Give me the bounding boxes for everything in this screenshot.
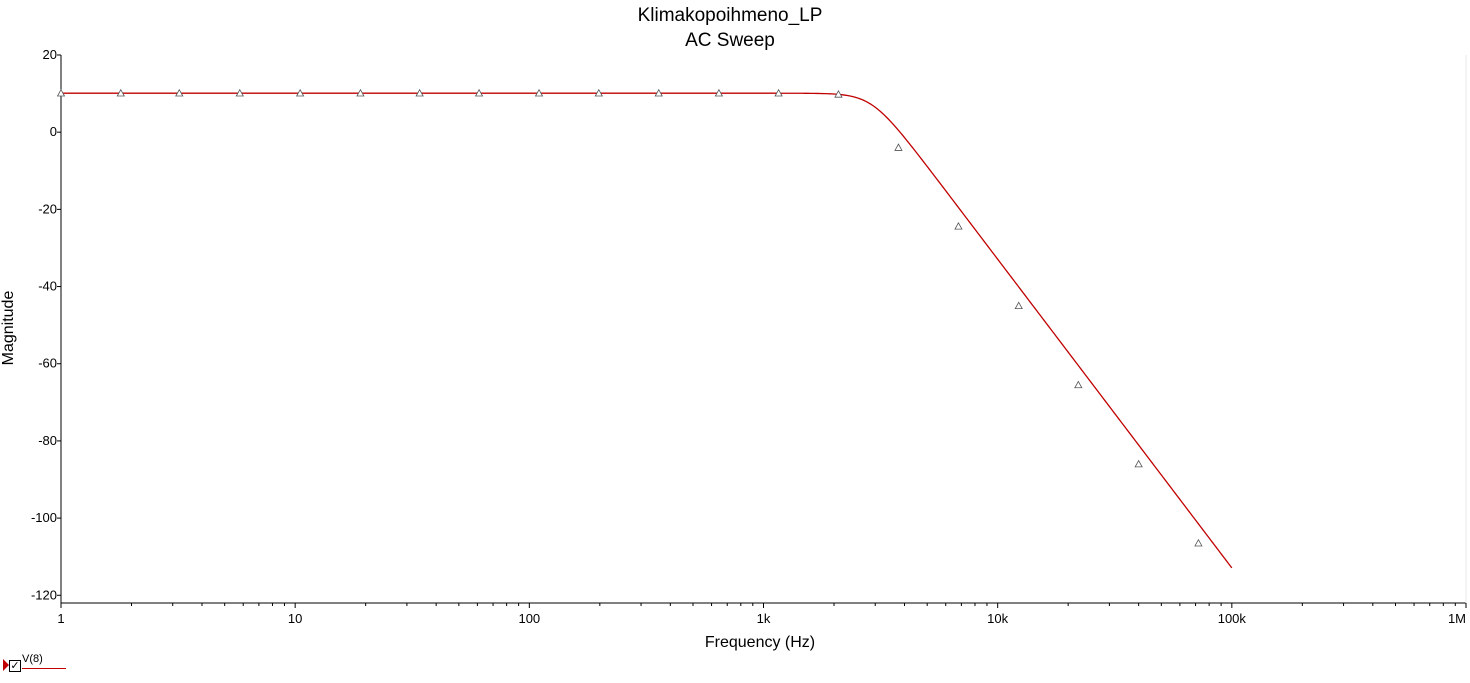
x-tick-label: 1k <box>757 611 771 626</box>
y-tick-label: -20 <box>38 201 57 216</box>
x-tick-label: 100 <box>518 611 540 626</box>
y-tick-label: -60 <box>38 356 57 371</box>
legend-selection-marker-icon <box>3 659 9 671</box>
series-marker <box>1074 380 1083 389</box>
series-marker <box>654 88 663 97</box>
series-line-v8 <box>61 92 1233 569</box>
y-tick-label: 20 <box>43 47 57 62</box>
series-marker <box>954 222 963 230</box>
legend-label: V(8) <box>22 653 43 665</box>
x-tick-label: 100k <box>1218 611 1247 626</box>
series-marker <box>1194 538 1203 547</box>
x-axis-label: Frequency (Hz) <box>705 634 815 651</box>
x-tick-label: 1 <box>57 611 64 626</box>
y-tick-label: -100 <box>31 510 57 525</box>
series-marker <box>56 88 66 97</box>
series-marker <box>116 88 125 97</box>
legend-line-swatch <box>22 668 66 669</box>
series-markers <box>56 88 1203 547</box>
x-ticks: 1 10 100 1k 10k 100k 1M <box>57 603 1467 626</box>
series-marker <box>594 88 603 97</box>
x-tick-label: 1M <box>1448 611 1466 626</box>
legend: ✓ V(8) <box>2 653 82 675</box>
y-axis-label: Magnitude <box>0 291 17 366</box>
series-marker <box>415 88 424 97</box>
legend-checkbox[interactable]: ✓ <box>9 659 21 672</box>
y-tick-label: -120 <box>31 587 57 602</box>
series-marker <box>1014 301 1023 310</box>
y-tick-label: 0 <box>50 124 57 139</box>
series-marker <box>356 88 365 97</box>
series-marker <box>534 88 544 97</box>
series-marker <box>774 88 783 97</box>
series-marker <box>175 88 184 97</box>
chart-title: Klimakopoihmeno_LP <box>638 5 823 26</box>
series-marker <box>295 88 305 97</box>
series-marker <box>714 88 724 97</box>
y-tick-label: -40 <box>38 279 57 294</box>
x-tick-label: 10 <box>288 611 302 626</box>
chart-subtitle: AC Sweep <box>685 30 775 51</box>
series-marker <box>894 143 903 151</box>
series-marker <box>834 90 843 98</box>
x-tick-label: 10k <box>987 611 1008 626</box>
y-tick-label: -80 <box>38 433 57 448</box>
series-marker <box>1134 459 1143 468</box>
series-marker <box>474 88 484 97</box>
y-ticks: 20 0 -20 -40 -60 -80 -100 -120 <box>31 47 61 602</box>
series-marker <box>235 88 244 97</box>
